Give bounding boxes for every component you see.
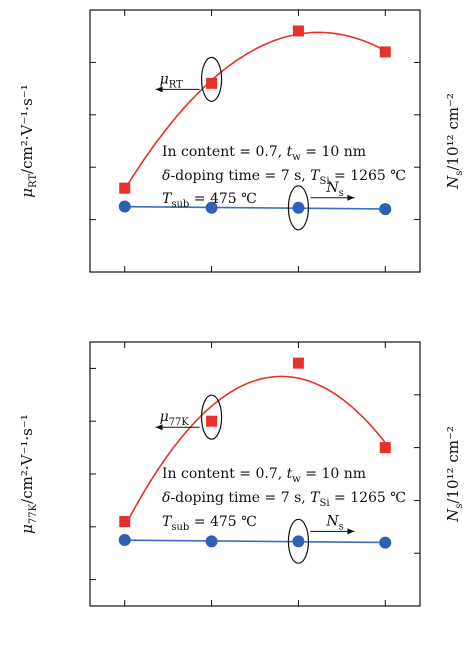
data-point-mobility [292,357,304,369]
y-right-axis-label: Ns​/10¹² cm⁻² [444,426,465,523]
y-right-axis-label: Ns​/10¹² cm⁻² [444,93,465,190]
data-point-mobility [206,77,218,89]
fit-curve-mobility [123,375,386,527]
data-point-density [379,536,392,549]
data-point-density [205,201,218,214]
data-point-density [292,535,305,548]
data-point-density [205,535,218,548]
mobility-series-label: μ77K​ [160,409,190,428]
data-point-mobility [292,25,304,37]
data-point-density [379,203,392,216]
mobility-arrow-head [155,86,163,93]
chart-panel-b: μ77K​/cm²·V⁻¹·s⁻¹ Ns​/10¹² cm⁻² μ77K​ Ns​ In… [18,341,465,607]
data-point-mobility [119,516,131,528]
plot-frame [89,9,421,273]
fit-line-density [124,205,386,210]
condition-text-2: δ-doping time = 7 s, TSi​ = 1265 ℃ [162,490,406,509]
data-point-mobility [119,182,131,194]
condition-text-1: In content = 0.7, tw​ = 10 nm [162,144,366,163]
fit-line-density [124,539,386,544]
density-highlight-ellipse [287,185,310,231]
y-left-axis-label: μRT​/cm²·V⁻¹·s⁻¹ [18,84,39,197]
density-highlight-ellipse [287,518,310,564]
data-point-mobility [379,46,391,58]
condition-text-3: Tsub​ = 475 ℃ [162,191,257,210]
y-left-axis-label: μ77K​/cm²·V⁻¹·s⁻¹ [18,414,39,534]
condition-text-1: In content = 0.7, tw​ = 10 nm [162,466,366,485]
condition-text-3: Tsub​ = 475 ℃ [162,514,257,533]
data-point-mobility [379,442,391,454]
density-series-label: Ns​ [325,513,343,532]
mobility-series-label: μRT​ [160,71,183,90]
data-point-mobility [206,415,218,427]
density-arrow-head [347,528,355,535]
density-series-label: Ns​ [325,180,343,199]
mobility-highlight-ellipse [200,394,223,440]
data-point-density [118,534,131,546]
density-arrow-head [347,194,355,201]
condition-text-2: δ-doping time = 7 s, TSi​ = 1265 ℃ [162,168,406,187]
data-point-density [292,201,305,214]
chart-panel-a: μRT​/cm²·V⁻¹·s⁻¹ Ns​/10¹² cm⁻² μRT​ Ns​ In c… [18,9,465,273]
data-point-density [118,200,131,213]
fit-curve-mobility [124,31,386,190]
mobility-arrow-head [155,424,163,431]
mobility-highlight-ellipse [200,56,223,102]
